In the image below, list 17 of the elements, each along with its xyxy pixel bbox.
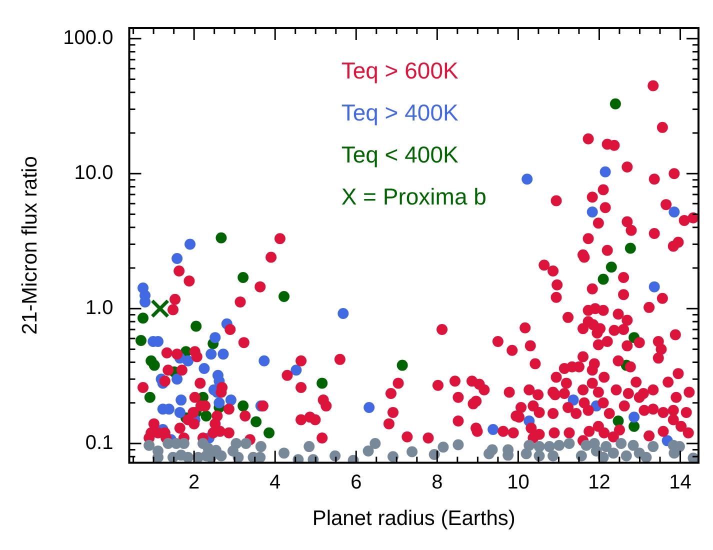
y-tick-label: 0.1 (85, 432, 114, 454)
x-tick-label: 6 (350, 471, 362, 494)
text: Teq > 600K (341, 57, 459, 84)
x-tick-label: 10 (507, 471, 530, 494)
text: Teq > 400K (341, 99, 459, 126)
x-tick-label: 14 (669, 471, 692, 494)
y-tick-label: 1.0 (85, 297, 114, 320)
x-tick-label: 4 (270, 471, 281, 494)
x-axis-title: Planet radius (Earths) (312, 507, 516, 530)
x-tick-label: 2 (188, 471, 200, 494)
y-tick-label: 100.0 (63, 27, 114, 50)
x-tick-label: 8 (432, 471, 443, 494)
text: Teq < 400K (341, 141, 459, 168)
y-tick-label: 10.0 (74, 162, 114, 184)
x-tick-label: 12 (588, 471, 610, 494)
text: X = Proxima b (341, 183, 486, 210)
y-axis-title: 21-Micron flux ratio (18, 156, 42, 335)
